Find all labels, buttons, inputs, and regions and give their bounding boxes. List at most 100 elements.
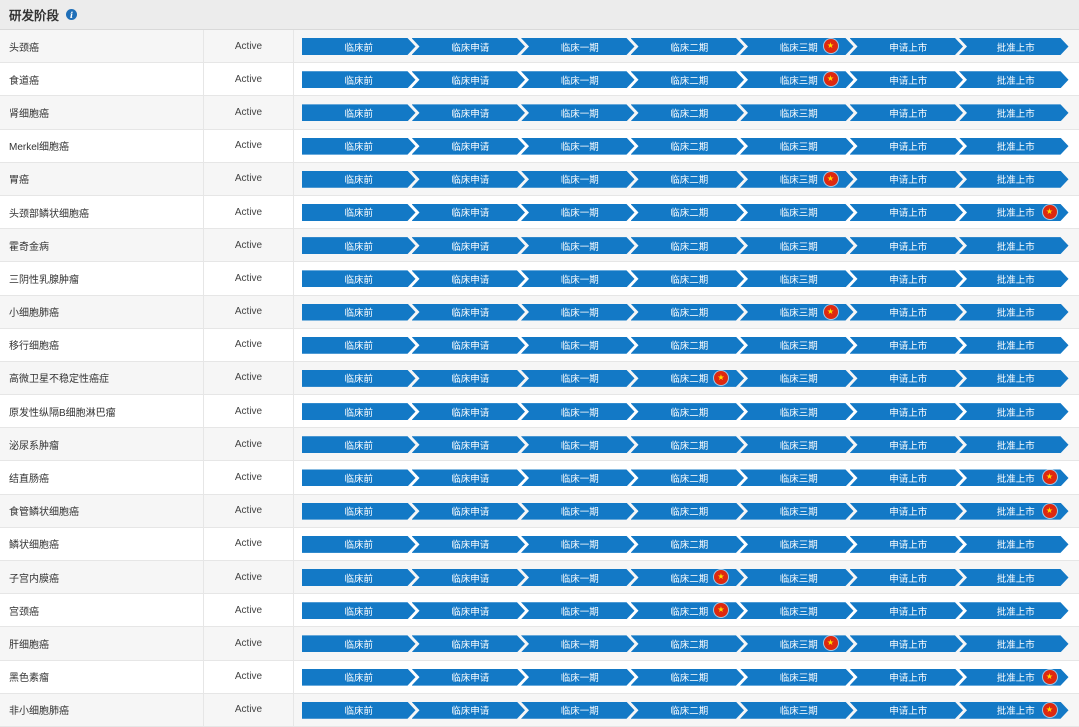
indication-name: Merkel细胞癌 xyxy=(0,129,204,162)
stage-segment: 临床一期 xyxy=(521,171,635,188)
stage-pipeline: 临床前 临床申请 临床一期 临床二期 临床三期 申请上市 批准上市 xyxy=(294,395,1079,427)
stage-segment: 临床二期 xyxy=(631,38,745,55)
stage-segment: 临床申请 xyxy=(412,602,526,619)
china-flag-icon: ★ xyxy=(823,39,838,53)
stage-segment: 批准上市 xyxy=(959,304,1069,321)
table-row[interactable]: 霍奇金病 Active 临床前 临床申请 临床一期 临床二期 临床三期 申请上市 批准上市 xyxy=(0,229,1079,263)
stage-segment: 临床一期 xyxy=(521,635,635,652)
stage-segment: 批准上市 xyxy=(959,104,1069,121)
stage-segment: 临床一期 xyxy=(521,104,635,121)
stage-segment: 申请上市 xyxy=(850,270,964,287)
table-row[interactable]: 食道癌 Active 临床前 临床申请 临床一期 临床二期 临床三期 申请上市 批准上市 ★ xyxy=(0,63,1079,97)
table-row[interactable]: Merkel细胞癌 Active 临床前 临床申请 临床一期 临床二期 临床三期 申请上市 批准… xyxy=(0,129,1079,163)
stage-segment: 批准上市 xyxy=(959,71,1069,88)
stage-segment: 临床一期 xyxy=(521,237,635,254)
indication-name: 黑色素瘤 xyxy=(0,660,204,693)
stage-segment: 临床申请 xyxy=(412,536,526,553)
status-text: Active xyxy=(204,461,294,494)
stage-segment: 临床二期 xyxy=(631,635,745,652)
stage-segment: 临床二期 xyxy=(631,204,745,221)
table-row[interactable]: 鳞状细胞癌 Active 临床前 临床申请 临床一期 临床二期 临床三期 申请上市 批准上市 xyxy=(0,527,1079,561)
table-row[interactable]: 非小细胞肺癌 Active 临床前 临床申请 临床一期 临床二期 临床三期 申请上市 批准上市 ★ xyxy=(0,693,1079,727)
stage-segment: 临床一期 xyxy=(521,602,635,619)
indication-name: 头颈癌 xyxy=(0,30,204,63)
stage-segment: 临床申请 xyxy=(412,503,526,520)
section-title: 研发阶段 xyxy=(9,9,60,23)
status-text: Active xyxy=(204,96,294,129)
table-row[interactable]: 原发性纵隔B细胞淋巴瘤 Active 临床前 临床申请 临床一期 临床二期 临床三期 申请上市… xyxy=(0,395,1079,429)
stage-pipeline: 临床前 临床申请 临床一期 临床二期 临床三期 申请上市 批准上市 ★ xyxy=(294,495,1079,527)
stage-segment: 临床前 xyxy=(302,237,416,254)
pipeline-table: 头颈癌 Active 临床前 临床申请 临床一期 临床二期 临床三期 申请上市 批准上市 ★ 食道癌… xyxy=(0,30,1079,727)
table-row[interactable]: 泌尿系肿瘤 Active 临床前 临床申请 临床一期 临床二期 临床三期 申请上市 批准上市 xyxy=(0,428,1079,462)
stage-segment: 临床二期 xyxy=(631,104,745,121)
table-row[interactable]: 子宫内膜癌 Active 临床前 临床申请 临床一期 临床二期 临床三期 申请上市 批准上市 ★ xyxy=(0,561,1079,595)
stage-segment: 临床一期 xyxy=(521,569,635,586)
table-row[interactable]: 结直肠癌 Active 临床前 临床申请 临床一期 临床二期 临床三期 申请上市 批准上市 ★ xyxy=(0,461,1079,495)
stage-segment: 临床申请 xyxy=(412,635,526,652)
stage-pipeline: 临床前 临床申请 临床一期 临床二期 临床三期 申请上市 批准上市 ★ xyxy=(294,594,1079,626)
stage-segment: 批准上市 xyxy=(959,436,1069,453)
status-text: Active xyxy=(204,262,294,295)
info-icon[interactable]: i xyxy=(66,9,78,20)
table-row[interactable]: 食管鳞状细胞癌 Active 临床前 临床申请 临床一期 临床二期 临床三期 申请上市 批准上市… xyxy=(0,494,1079,528)
stage-pipeline: 临床前 临床申请 临床一期 临床二期 临床三期 申请上市 批准上市 ★ xyxy=(294,561,1079,593)
table-row[interactable]: 肝细胞癌 Active 临床前 临床申请 临床一期 临床二期 临床三期 申请上市 批准上市 ★ xyxy=(0,627,1079,661)
table-row[interactable]: 头颈部鳞状细胞癌 Active 临床前 临床申请 临床一期 临床二期 临床三期 申请上市 批准上… xyxy=(0,195,1079,230)
status-text: Active xyxy=(204,162,294,195)
status-text: Active xyxy=(204,395,294,428)
table-row[interactable]: 肾细胞癌 Active 临床前 临床申请 临床一期 临床二期 临床三期 申请上市 批准上市 xyxy=(0,96,1079,130)
status-text: Active xyxy=(204,660,294,693)
stage-segment: 临床前 xyxy=(302,304,416,321)
section-header: 研发阶段 i xyxy=(0,0,1079,30)
stage-segment: 批准上市 xyxy=(959,270,1069,287)
stage-segment: 申请上市 xyxy=(850,370,964,387)
stage-pipeline: 临床前 临床申请 临床一期 临床二期 临床三期 申请上市 批准上市 ★ xyxy=(294,296,1079,328)
stage-segment: 临床前 xyxy=(302,403,416,420)
stage-pipeline: 临床前 临床申请 临床一期 临床二期 临床三期 申请上市 批准上市 ★ xyxy=(294,694,1079,726)
stage-segment: 临床一期 xyxy=(521,138,635,155)
indication-name: 原发性纵隔B细胞淋巴瘤 xyxy=(0,395,204,428)
status-text: Active xyxy=(204,328,294,361)
stage-segment: 临床申请 xyxy=(412,337,526,354)
stage-segment: 临床一期 xyxy=(521,669,635,686)
stage-segment: 申请上市 xyxy=(850,469,964,486)
stage-segment: 临床申请 xyxy=(412,469,526,486)
china-flag-icon: ★ xyxy=(823,304,838,319)
stage-segment: 批准上市 xyxy=(959,702,1069,719)
table-row[interactable]: 小细胞肺癌 Active 临床前 临床申请 临床一期 临床二期 临床三期 申请上市 批准上市 ★ xyxy=(0,295,1079,329)
stage-segment: 临床申请 xyxy=(412,237,526,254)
table-row[interactable]: 移行细胞癌 Active 临床前 临床申请 临床一期 临床二期 临床三期 申请上市 批准上市 xyxy=(0,328,1079,362)
stage-segment: 临床申请 xyxy=(412,569,526,586)
stage-segment: 临床二期 xyxy=(631,237,745,254)
table-row[interactable]: 三阴性乳腺肿瘤 Active 临床前 临床申请 临床一期 临床二期 临床三期 申请上市 批准上市 xyxy=(0,262,1079,296)
table-row[interactable]: 高微卫星不稳定性癌症 Active 临床前 临床申请 临床一期 临床二期 临床三期 申请上市批… xyxy=(0,361,1079,396)
table-row[interactable]: 胃癌 Active 临床前 临床申请 临床一期 临床二期 临床三期 申请上市 批准上市 ★ xyxy=(0,162,1079,196)
stage-segment: 批准上市 xyxy=(959,602,1069,619)
stage-segment: 临床三期 xyxy=(740,403,854,420)
stage-segment: 临床三期 xyxy=(740,602,854,619)
stage-segment: 临床三期 xyxy=(740,237,854,254)
stage-segment: 申请上市 xyxy=(850,503,964,520)
china-flag-icon: ★ xyxy=(714,603,728,618)
stage-segment: 临床三期 xyxy=(740,469,854,486)
stage-segment: 申请上市 xyxy=(850,602,964,619)
table-row[interactable]: 黑色素瘤 Active 临床前 临床申请 临床一期 临床二期 临床三期 申请上市 批准上市 ★ xyxy=(0,660,1079,694)
china-flag-icon: ★ xyxy=(1042,669,1057,684)
indication-name: 移行细胞癌 xyxy=(0,328,204,361)
stage-segment: 临床二期 xyxy=(631,669,745,686)
status-text: Active xyxy=(204,561,294,594)
stage-pipeline: 临床前 临床申请 临床一期 临床二期 临床三期 申请上市 批准上市 xyxy=(294,96,1079,128)
status-text: Active xyxy=(204,494,294,527)
stage-segment: 批准上市 xyxy=(959,503,1069,520)
table-row[interactable]: 宫颈癌 Active 临床前 临床申请 临床一期 临床二期 临床三期 申请上市 批准上市 ★ xyxy=(0,594,1079,628)
stage-pipeline: 临床前 临床申请 临床一期 临床二期 临床三期 申请上市 批准上市 ★ xyxy=(294,362,1079,394)
stage-segment: 批准上市 xyxy=(959,635,1069,652)
indication-name: 食管鳞状细胞癌 xyxy=(0,494,204,527)
table-row[interactable]: 头颈癌 Active 临床前 临床申请 临床一期 临床二期 临床三期 申请上市 批准上市 ★ xyxy=(0,30,1079,64)
stage-segment: 申请上市 xyxy=(850,403,964,420)
status-text: Active xyxy=(204,295,294,328)
stage-segment: 临床申请 xyxy=(412,38,526,55)
stage-segment: 临床前 xyxy=(302,204,416,221)
stage-segment: 临床二期 xyxy=(631,171,745,188)
